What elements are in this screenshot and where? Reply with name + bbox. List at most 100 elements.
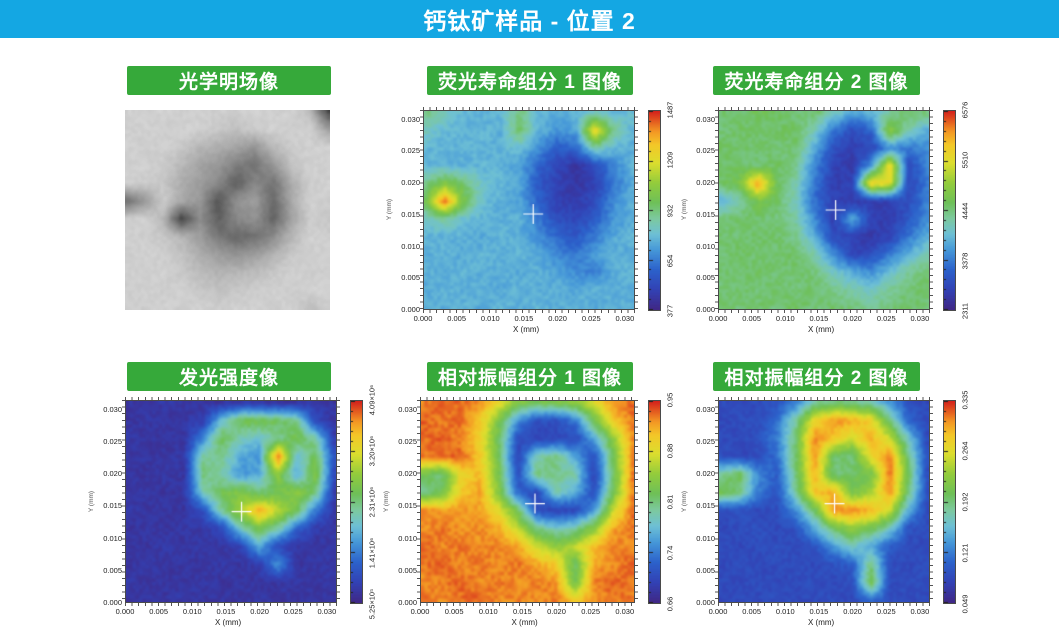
- colorbar-gradient: [351, 401, 362, 603]
- y-tickmarks-left: [417, 400, 420, 603]
- x-axis-label: X (mm): [513, 325, 540, 334]
- colorbar-tick-label: 0.335: [960, 390, 970, 410]
- colorbar-tick-label: 4444: [960, 202, 970, 219]
- y-tick-label: 0.025: [696, 436, 715, 446]
- x-tick-label: 0.015: [809, 314, 829, 323]
- colorbar-tick-label: 0.192: [960, 492, 970, 512]
- y-tick-label: 0.030: [103, 404, 122, 414]
- colorbar-tick-label: 0.88: [665, 443, 675, 459]
- x-tick-label: 0.015: [216, 607, 236, 616]
- y-tick-label: 0.015: [696, 209, 715, 219]
- y-tickmarks-left: [420, 110, 423, 310]
- colorbar-tick-label: 4.09×10⁶: [367, 384, 377, 416]
- y-axis-label: Y (mm): [386, 198, 394, 221]
- x-tick-label: 0.005: [447, 314, 467, 323]
- y-tick-label: 0.000: [398, 598, 417, 607]
- x-tick-label: 0.010: [478, 607, 498, 616]
- y-tick-label: 0.015: [401, 209, 420, 219]
- colorbar-gradient: [649, 401, 660, 603]
- x-tick-label: 0.025: [581, 314, 601, 323]
- y-tick-label: 0.020: [696, 178, 715, 188]
- colorbar-tick-label: 1209: [665, 151, 675, 169]
- y-axis-label: Y (mm): [681, 198, 689, 221]
- x-axis-label: X (mm): [511, 618, 538, 627]
- x-tick-label: 0.030: [615, 607, 635, 616]
- x-tick-label: 0.020: [547, 607, 566, 616]
- panel-title-flim1: 荧光寿命组分 1 图像: [427, 66, 633, 95]
- colorbar-tick-label: 2311: [960, 302, 970, 320]
- x-tick-label: 0.010: [775, 607, 795, 616]
- x-axis-label: X (mm): [808, 618, 835, 627]
- colorbar-tick-label: 377: [665, 304, 675, 318]
- x-tickmarks-top: [718, 397, 930, 400]
- colorbar-tick-label: 654: [665, 254, 675, 268]
- colorbar-tick-label: 3378: [960, 252, 970, 270]
- x-tick-label: 0.025: [581, 607, 601, 616]
- optical-image-canvas: [125, 110, 330, 310]
- colorbar-flim2: [943, 110, 956, 311]
- x-tickmarks-bottom: [718, 603, 930, 606]
- x-tickmarks-top: [423, 107, 635, 110]
- plot-area-amp1: [420, 400, 635, 603]
- y-tick-label: 0.015: [696, 501, 715, 511]
- header-bar: 钙钛矿样品 - 位置 2: [0, 0, 1059, 38]
- x-tick-label: 0.030: [910, 314, 930, 323]
- x-tickmarks-top: [125, 397, 337, 400]
- y-tick-label: 0.030: [696, 404, 715, 414]
- page-title: 钙钛矿样品 - 位置 2: [423, 8, 636, 34]
- y-tick-label: 0.005: [398, 565, 417, 575]
- plot-area-intensity: [125, 400, 337, 603]
- y-tickmarks-right: [930, 110, 933, 310]
- y-tickmarks-right: [635, 110, 638, 310]
- x-tick-label: 0.000: [708, 607, 728, 616]
- y-tick-label: 0.025: [696, 146, 715, 156]
- y-tick-label: 0.020: [103, 469, 122, 479]
- colorbar-gradient: [944, 111, 955, 310]
- colorbar-flim1: [648, 110, 661, 311]
- colorbar-tick-label: 932: [665, 204, 675, 217]
- y-tick-label: 0.010: [696, 533, 715, 543]
- x-tickmarks-top: [718, 107, 930, 110]
- y-tick-label: 0.030: [398, 404, 417, 414]
- x-tick-label: 0.030: [910, 607, 930, 616]
- heatmap-canvas-amp2: [719, 401, 929, 602]
- plot-area-flim2: [718, 110, 930, 310]
- y-tick-label: 0.005: [696, 273, 715, 283]
- colorbar-tick-label: 0.74: [665, 545, 675, 561]
- y-tickmarks-right: [337, 400, 340, 603]
- x-tickmarks-bottom: [423, 310, 635, 313]
- y-tick-label: 0.030: [696, 114, 715, 124]
- y-tick-label: 0.025: [401, 146, 420, 156]
- y-tick-label: 0.020: [398, 469, 417, 479]
- x-tick-label: 0.000: [115, 607, 135, 616]
- x-axis-label: X (mm): [808, 325, 835, 334]
- x-tick-label: 0.005: [149, 607, 169, 616]
- y-tickmarks-left: [715, 110, 718, 310]
- y-tick-label: 0.015: [398, 501, 417, 511]
- colorbar-amp1: [648, 400, 661, 604]
- plot-area-amp2: [718, 400, 930, 603]
- heatmap-canvas-amp1: [421, 401, 634, 602]
- panel-title-amp1: 相对振幅组分 1 图像: [427, 362, 633, 391]
- y-tick-label: 0.030: [401, 114, 420, 124]
- x-tick-label: 0.000: [708, 314, 728, 323]
- y-axis-label: Y (mm): [681, 490, 689, 512]
- colorbar-tick-label: 2.31×10⁶: [367, 486, 377, 518]
- y-tick-label: 0.005: [103, 565, 122, 575]
- panel-title-optical: 光学明场像: [127, 66, 331, 95]
- heatmap-canvas-flim2: [719, 111, 929, 309]
- x-axis-label: X (mm): [215, 618, 242, 627]
- colorbar-intensity: [350, 400, 363, 604]
- x-tick-label: 0.010: [775, 314, 795, 323]
- y-tick-label: 0.025: [103, 436, 122, 446]
- plot-area-optical: [125, 110, 330, 310]
- y-axis-label: Y (mm): [88, 490, 96, 512]
- y-tick-label: 0.010: [398, 533, 417, 543]
- x-tick-label: 0.020: [843, 607, 862, 616]
- x-tick-label: 0.010: [182, 607, 202, 616]
- y-tick-label: 0.020: [401, 178, 420, 188]
- y-tick-label: 0.010: [401, 241, 420, 251]
- plot-area-flim1: [423, 110, 635, 310]
- x-tick-label: 0.015: [514, 314, 534, 323]
- y-tick-label: 0.010: [103, 533, 122, 543]
